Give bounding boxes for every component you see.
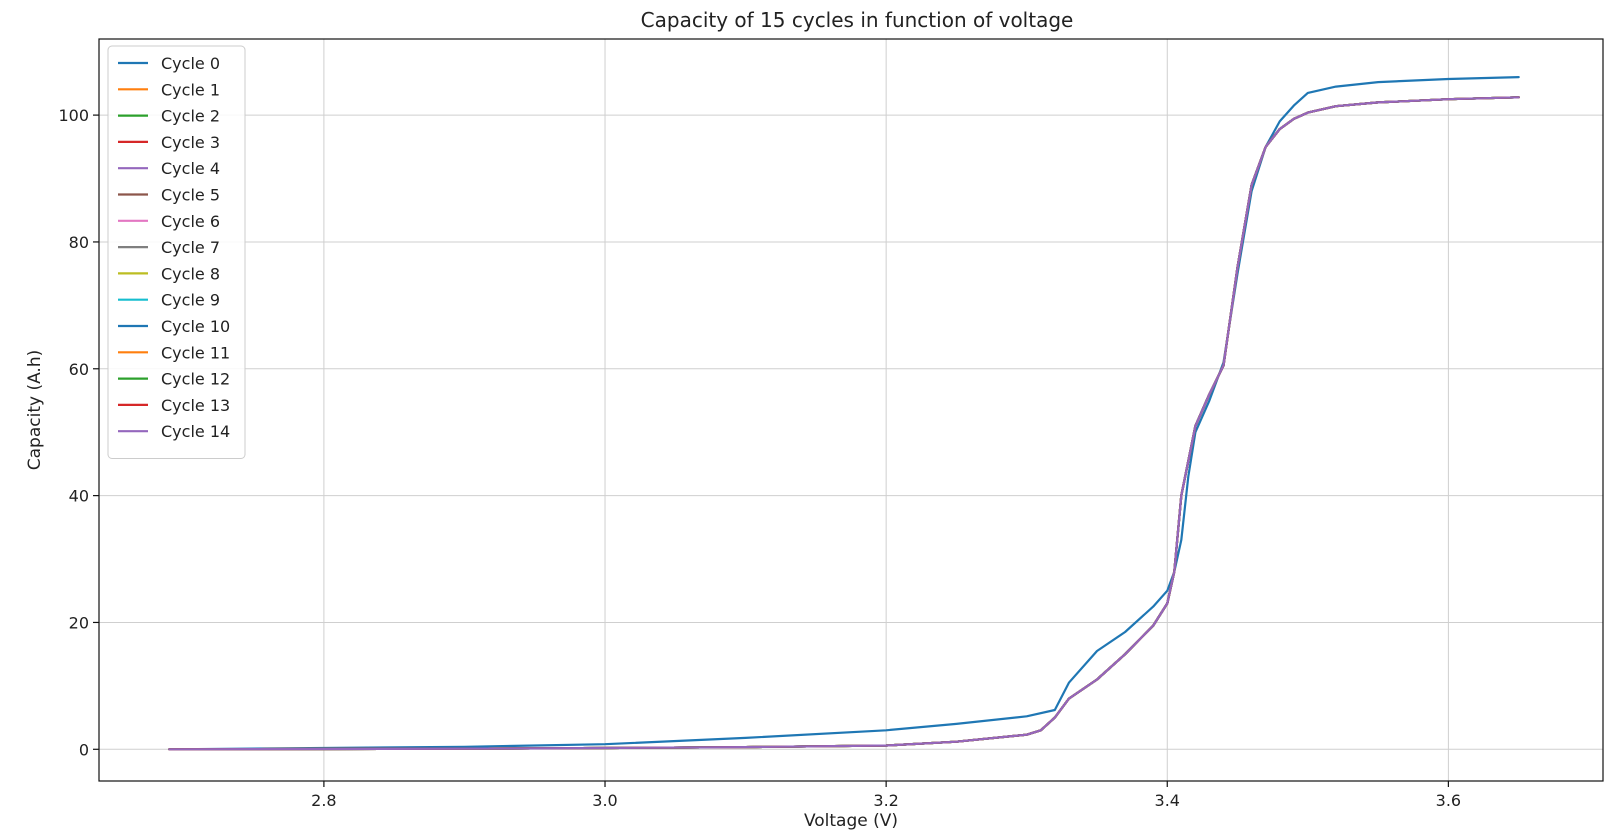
y-axis-label: Capacity (A.h) [25,350,45,470]
x-tick-label: 3.4 [1155,791,1180,810]
legend-label: Cycle 11 [161,343,230,362]
y-tick-label: 20 [69,613,89,632]
series-line-cycle-6 [168,96,1520,751]
legend-label: Cycle 4 [161,159,220,178]
legend-label: Cycle 10 [161,317,230,336]
x-tick-label: 3.6 [1436,791,1461,810]
chart-title: Capacity of 15 cycles in function of vol… [641,8,1074,32]
y-tick-label: 0 [79,740,89,759]
series-line-cycle-12 [168,96,1520,751]
plot-frame [98,38,1604,782]
series-line-cycle-4 [168,96,1520,751]
series-line-cycle-8 [168,96,1520,751]
series-line-cycle-0 [168,75,1520,751]
x-tick-label: 2.8 [311,791,336,810]
legend-label: Cycle 0 [161,54,220,73]
legend-label: Cycle 3 [161,133,220,152]
y-tick-label: 100 [58,106,89,125]
legend-box [107,45,246,459]
y-tick-label: 40 [69,487,89,506]
series-layer [168,75,1520,751]
y-tick-label: 60 [69,360,89,379]
series-line-cycle-10 [168,96,1520,751]
x-tick-label: 3.0 [592,791,617,810]
series-line-cycle-5 [168,96,1520,751]
series-line-cycle-13 [168,96,1520,751]
legend-label: Cycle 12 [161,370,230,389]
legend-label: Cycle 7 [161,238,220,257]
legend-label: Cycle 8 [161,264,220,283]
series-line-cycle-7 [168,96,1520,751]
series-line-cycle-2 [168,96,1520,751]
legend-label: Cycle 6 [161,212,220,231]
legend-label: Cycle 2 [161,107,220,126]
series-line-cycle-3 [168,96,1520,751]
x-axis-label: Voltage (V) [804,811,898,831]
legend-label: Cycle 13 [161,396,230,415]
y-tick-label: 80 [69,233,89,252]
grid-layer [99,39,1603,781]
legend-label: Cycle 1 [161,80,220,99]
legend-label: Cycle 9 [161,291,220,310]
legend: Cycle 0 Cycle 1 Cycle 2 Cycle 3 Cycle 4 Cycle… [107,45,246,459]
x-tick-label: 3.2 [873,791,898,810]
series-line-cycle-1 [168,96,1520,751]
series-line-cycle-9 [168,96,1520,751]
series-line-cycle-11 [168,96,1520,751]
tick-layer: 2.8 3.0 3.2 3.4 3.6 0 20 40 60 80 100 [58,106,1461,810]
legend-label: Cycle 5 [161,186,220,205]
series-line-cycle-14 [168,96,1520,751]
legend-label: Cycle 14 [161,422,230,441]
